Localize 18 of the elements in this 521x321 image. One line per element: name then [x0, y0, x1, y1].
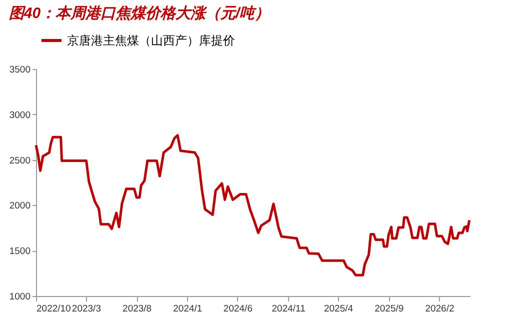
- x-tick-label: 2026/2: [425, 304, 454, 314]
- y-tick-label: 2500: [9, 155, 30, 166]
- x-tick-label: 2025/9: [374, 304, 404, 314]
- x-tick-label: 2024/11: [272, 304, 306, 314]
- x-tick-label: 2024/1: [173, 304, 202, 314]
- x-tick-label: 2022/10: [36, 304, 71, 314]
- chart-title: 图40：本周港口焦煤价格大涨（元/吨）: [8, 5, 270, 22]
- x-tick-label: 2025/4: [324, 304, 354, 314]
- y-tick-label: 2000: [9, 200, 30, 212]
- legend-label: 京唐港主焦煤（山西产）库提价: [67, 34, 235, 48]
- y-tick-label: 1000: [9, 292, 30, 302]
- x-tick-label: 2023/8: [122, 304, 152, 314]
- x-tick-label: 2024/6: [223, 304, 252, 314]
- y-tick-label: 3500: [9, 64, 30, 76]
- y-tick-label: 1500: [9, 246, 30, 258]
- y-tick-label: 3000: [9, 110, 30, 121]
- x-tick-label: 2023/3: [72, 304, 101, 314]
- line-series: [34, 134, 471, 276]
